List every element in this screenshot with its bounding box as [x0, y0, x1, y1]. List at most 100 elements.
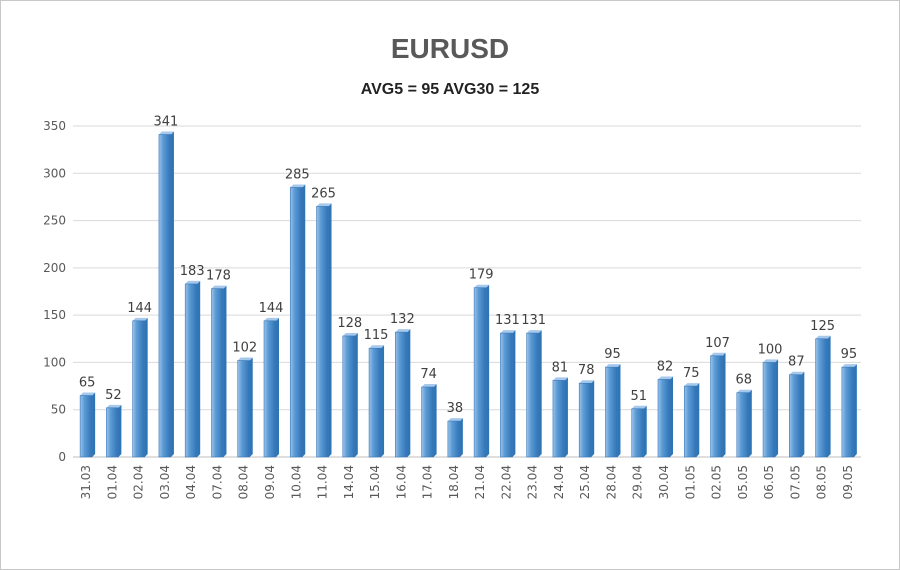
bar-front: [421, 386, 434, 458]
bar-side: [144, 317, 148, 457]
data-label: 179: [469, 268, 494, 283]
data-label: 52: [105, 388, 122, 403]
bar: [342, 332, 358, 458]
x-tick-label: 18.04: [447, 465, 461, 499]
bar-top: [264, 317, 279, 321]
bar-top: [447, 418, 463, 422]
x-tick-label: 28.04: [604, 465, 618, 499]
bar-front: [368, 347, 382, 458]
bar-front: [683, 385, 697, 458]
bar-front: [473, 287, 487, 458]
bar-front: [841, 366, 855, 458]
bar-side: [853, 364, 857, 457]
bar-front: [447, 420, 461, 458]
bar-side: [249, 357, 253, 457]
bar-top: [841, 364, 857, 368]
y-tick-label: 150: [43, 308, 66, 322]
bar-side: [827, 335, 831, 457]
bar-top: [80, 392, 96, 396]
x-tick-label: 31.03: [79, 465, 93, 499]
bar: [473, 284, 490, 458]
bar-front: [631, 408, 645, 458]
bar: [710, 352, 726, 458]
bar-side: [748, 389, 752, 457]
bar-side: [170, 131, 174, 458]
bar-top: [369, 345, 385, 349]
bar-front: [736, 392, 750, 458]
bar-top: [658, 376, 673, 380]
bar-side: [591, 380, 595, 457]
data-label: 68: [736, 373, 753, 388]
bar-top: [684, 383, 700, 387]
bar-front: [237, 360, 251, 458]
bar-top: [237, 357, 253, 361]
bar: [526, 330, 542, 458]
bar-side: [92, 392, 96, 457]
data-label: 285: [285, 167, 310, 182]
bar-top: [763, 359, 779, 363]
bar-side: [328, 203, 332, 457]
x-tick-label: 10.04: [289, 465, 303, 499]
bar-top: [474, 284, 490, 288]
bar: [421, 384, 437, 458]
bar-top: [211, 285, 227, 289]
bars: [79, 131, 857, 458]
data-label: 78: [578, 363, 595, 378]
y-tick-label: 300: [43, 166, 66, 180]
bar-side: [302, 184, 306, 457]
bar-front: [132, 320, 145, 458]
data-label: 81: [552, 360, 569, 375]
data-label: 131: [495, 313, 520, 328]
bar: [578, 380, 595, 458]
bar-front: [578, 382, 592, 458]
bar: [841, 364, 857, 458]
bar-top: [631, 405, 647, 409]
bar: [184, 280, 201, 458]
bar: [605, 364, 621, 458]
bar-side: [459, 418, 463, 457]
bar: [368, 345, 385, 458]
bar: [552, 377, 568, 458]
bar-top: [185, 280, 201, 284]
bar-side: [486, 284, 490, 457]
bar-side: [538, 330, 542, 457]
x-tick-label: 23.04: [526, 465, 540, 499]
bar: [683, 383, 700, 458]
chart-title: EURUSD: [391, 33, 509, 64]
bar-front: [211, 288, 224, 458]
x-tick-label: 09.04: [263, 465, 277, 499]
x-tick-label: 02.05: [710, 465, 724, 499]
x-tick-label: 02.04: [132, 465, 146, 499]
bar-front: [106, 407, 119, 458]
bar: [736, 389, 752, 458]
bar-front: [552, 380, 566, 458]
data-label: 265: [311, 186, 336, 201]
bar-top: [500, 330, 516, 334]
bar: [815, 335, 831, 458]
bar-side: [617, 364, 621, 457]
bar-side: [670, 376, 673, 457]
data-label: 144: [259, 301, 284, 316]
bar: [211, 285, 227, 458]
bar-front: [395, 331, 408, 458]
bar-top: [710, 352, 726, 356]
bar-side: [775, 359, 779, 457]
bar-side: [276, 317, 279, 457]
data-label: 341: [154, 115, 179, 130]
x-tick-label: 08.04: [237, 465, 251, 499]
data-label: 95: [604, 347, 621, 362]
bar-front: [605, 366, 618, 458]
bar-top: [579, 380, 595, 384]
bar-side: [696, 383, 700, 457]
bar-top: [736, 389, 752, 393]
y-axis-ticks: 0 50 100 150 200 250 300 350: [43, 119, 66, 464]
data-label: 128: [337, 316, 362, 331]
bar-front: [289, 187, 303, 458]
x-axis-ticks: 31.03 01.04 02.04 03.04 04.04 07.04 08.04 09.04…: [79, 465, 855, 499]
x-tick-label: 03.04: [158, 465, 172, 499]
bar-top: [789, 371, 805, 375]
bar: [158, 131, 174, 458]
x-tick-label: 05.05: [736, 465, 750, 499]
bar: [789, 371, 805, 458]
